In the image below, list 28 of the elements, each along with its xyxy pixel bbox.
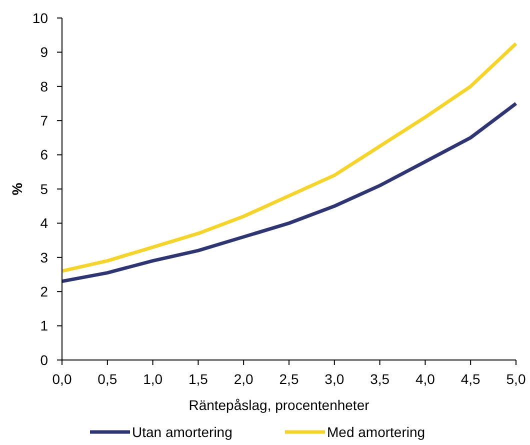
x-tick-label: 0,0 [52, 371, 72, 387]
x-axis-title: Räntepåslag, procentenheter [188, 397, 370, 413]
y-tick-label: 8 [40, 78, 48, 94]
y-tick-label: 5 [40, 180, 48, 197]
x-tick-label: 3,5 [370, 371, 390, 387]
y-tick-label: 0 [40, 352, 48, 368]
x-tick-label: 2,5 [279, 371, 299, 387]
x-tick-label: 4,0 [415, 371, 436, 387]
y-tick-label: 10 [32, 10, 48, 26]
y-tick-label: 6 [40, 146, 48, 163]
x-tick-label: 1,0 [143, 371, 163, 387]
y-tick-label: 9 [40, 44, 48, 60]
x-tick-label: 4,5 [460, 371, 481, 387]
x-tick-label: 3,0 [324, 371, 344, 387]
line-series [60, 42, 518, 273]
y-tick-label: 4 [40, 215, 48, 232]
legend-label: Utan amortering [132, 424, 232, 440]
x-tick-label: 0,5 [98, 371, 118, 387]
legend-label: Med amortering [327, 424, 426, 440]
x-tick-label: 5,0 [506, 371, 526, 387]
line-series [60, 102, 518, 284]
x-tick-label: 1,5 [188, 371, 208, 387]
x-tick-label: 2,0 [234, 371, 254, 387]
y-axis-title: % [9, 182, 25, 196]
y-tick-label: 2 [40, 284, 48, 300]
y-tick-label: 3 [40, 249, 48, 266]
y-tick-label: 1 [40, 318, 48, 334]
y-tick-label: 7 [40, 112, 48, 128]
